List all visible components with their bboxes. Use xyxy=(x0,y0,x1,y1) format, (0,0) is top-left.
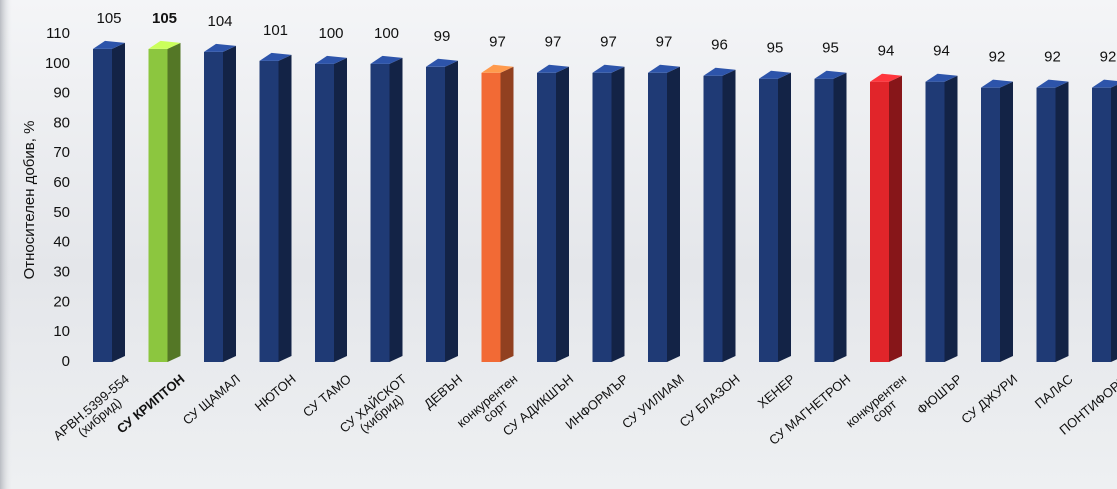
bar-top xyxy=(426,58,458,67)
value-label: 101 xyxy=(263,22,288,39)
y-tick-label: 40 xyxy=(53,234,70,251)
bar-top xyxy=(981,79,1013,88)
value-label: 95 xyxy=(822,40,839,57)
bar-side xyxy=(278,54,292,362)
bar-side xyxy=(167,42,181,363)
value-label: 92 xyxy=(1100,49,1117,66)
y-tick-label: 0 xyxy=(62,353,70,370)
bar-side xyxy=(556,66,569,362)
bar xyxy=(592,72,612,362)
bar xyxy=(426,66,445,363)
y-tick-label: 90 xyxy=(53,85,70,102)
bar xyxy=(814,78,834,363)
bar-side xyxy=(445,60,458,363)
bar xyxy=(648,72,667,362)
bar xyxy=(204,51,223,363)
y-tick-label: 80 xyxy=(53,114,70,131)
y-tick-label: 50 xyxy=(53,204,70,221)
bar xyxy=(1092,87,1111,362)
y-tick-label: 60 xyxy=(53,174,70,191)
bar-top xyxy=(870,73,902,82)
bar-top xyxy=(93,40,125,49)
bar-side xyxy=(667,66,680,362)
bar-side xyxy=(722,69,736,362)
value-label: 96 xyxy=(711,37,728,54)
bar-top xyxy=(814,70,847,79)
value-label: 100 xyxy=(318,25,343,42)
bar-top xyxy=(1036,79,1069,88)
bar xyxy=(870,81,889,362)
bar-top xyxy=(537,64,569,73)
bar-top xyxy=(315,55,347,64)
value-label: 104 xyxy=(207,13,232,30)
bar xyxy=(759,78,778,363)
bar-top xyxy=(204,43,236,52)
bar xyxy=(370,63,390,363)
value-label: 97 xyxy=(600,34,617,51)
value-label: 105 xyxy=(96,10,121,27)
bar-top xyxy=(1092,79,1117,88)
value-label: 92 xyxy=(1044,49,1061,66)
bar-side xyxy=(334,57,347,363)
bar-top xyxy=(648,64,680,73)
bar-side xyxy=(889,75,902,362)
bar-side xyxy=(611,66,625,362)
value-label: 99 xyxy=(434,28,451,45)
value-label: 97 xyxy=(656,34,673,51)
value-label: 94 xyxy=(933,43,950,60)
bar-top xyxy=(481,64,514,73)
y-tick-label: 10 xyxy=(53,323,70,340)
bar-side xyxy=(944,75,958,362)
bar-top xyxy=(703,67,736,76)
bar-top xyxy=(592,64,625,73)
bar-side xyxy=(389,57,403,363)
bar-side xyxy=(112,42,125,363)
bar-top xyxy=(259,52,292,61)
y-tick-label: 100 xyxy=(45,55,70,72)
y-tick-label: 70 xyxy=(53,144,70,161)
y-tick-label: 110 xyxy=(46,25,70,42)
bar-side xyxy=(500,66,514,362)
value-label: 94 xyxy=(878,43,895,60)
bar-side xyxy=(833,72,847,363)
value-label: 105 xyxy=(152,10,177,27)
bar xyxy=(259,60,279,362)
bar xyxy=(537,72,556,362)
value-label: 92 xyxy=(989,49,1006,66)
bar xyxy=(481,72,501,362)
bar-top xyxy=(148,40,181,49)
value-label: 95 xyxy=(767,40,784,57)
bar-side xyxy=(1111,84,1117,362)
y-tick-label: 20 xyxy=(53,293,70,310)
bar xyxy=(925,81,945,362)
value-label: 97 xyxy=(489,34,506,51)
bar xyxy=(148,48,168,363)
bar xyxy=(981,87,1000,362)
bar-top xyxy=(759,70,791,79)
bar-side xyxy=(778,72,791,363)
edge-shade xyxy=(0,0,12,489)
value-label: 97 xyxy=(545,34,562,51)
bar xyxy=(703,75,723,362)
y-axis-label: Относителен добив, % xyxy=(21,121,38,280)
y-tick-label: 30 xyxy=(53,264,70,281)
bar xyxy=(1036,87,1056,362)
bar-side xyxy=(1000,81,1013,362)
bar-top xyxy=(925,73,958,82)
bar-top xyxy=(370,55,403,64)
bar-side xyxy=(1055,81,1069,362)
value-label: 100 xyxy=(374,25,399,42)
bar-side xyxy=(223,45,236,363)
bar xyxy=(315,63,334,363)
bar xyxy=(93,48,112,363)
